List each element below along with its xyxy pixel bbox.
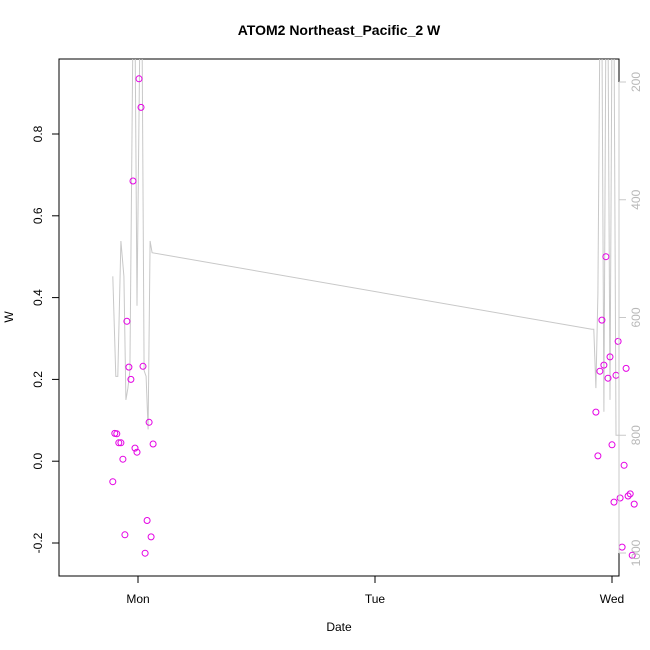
y2-tick-label: 200 <box>629 72 643 92</box>
data-point <box>141 549 149 557</box>
data-point <box>121 531 129 539</box>
data-point <box>616 494 624 502</box>
data-point <box>131 444 139 452</box>
data-point <box>123 317 131 325</box>
data-point <box>614 337 622 345</box>
data-point <box>596 367 604 375</box>
data-point <box>117 439 125 447</box>
y2-tick-label: 1000 <box>629 539 643 566</box>
data-point <box>113 430 121 438</box>
data-point <box>139 362 147 370</box>
data-point <box>127 375 135 383</box>
data-point <box>149 440 157 448</box>
y-tick-label: -0.2 <box>31 532 45 553</box>
data-point <box>594 452 602 460</box>
x-tick-label: Mon <box>126 592 149 606</box>
y2-tick-label: 400 <box>629 189 643 209</box>
data-point <box>125 363 133 371</box>
x-tick-label: Wed <box>600 592 624 606</box>
data-point <box>606 353 614 361</box>
y-axis-right: 200 400 600 800 1000 <box>618 72 643 566</box>
data-point <box>628 551 636 559</box>
data-point <box>598 316 606 324</box>
y-axis-label: W <box>2 311 16 323</box>
y2-tick-label: 800 <box>629 425 643 445</box>
chart-title: ATOM2 Northeast_Pacific_2 W <box>238 22 441 38</box>
points-layer <box>109 75 638 559</box>
y-tick-label: 0.8 <box>31 125 45 142</box>
y2-tick-label: 600 <box>629 307 643 327</box>
y-tick-label: 0.4 <box>31 289 45 306</box>
data-point <box>622 364 630 372</box>
data-point <box>626 490 634 498</box>
y-tick-label: 0.0 <box>31 453 45 470</box>
y-tick-label: 0.2 <box>31 371 45 388</box>
data-point <box>137 103 145 111</box>
data-point <box>604 374 612 382</box>
data-point <box>624 492 632 500</box>
data-point <box>602 253 610 261</box>
x-axis: Mon Tue Wed <box>126 575 624 606</box>
data-point <box>608 441 616 449</box>
x-axis-label: Date <box>326 620 352 634</box>
x-tick-label: Tue <box>365 592 386 606</box>
data-point <box>115 439 123 447</box>
data-point <box>135 75 143 83</box>
data-point <box>610 498 618 506</box>
data-point <box>620 461 628 469</box>
data-point <box>147 533 155 541</box>
data-point <box>618 543 626 551</box>
y-tick-label: 0.6 <box>31 207 45 224</box>
data-point <box>109 478 117 486</box>
depth-line-layer <box>112 59 619 436</box>
data-point <box>133 448 141 456</box>
depth-line <box>112 59 619 436</box>
data-point <box>592 408 600 416</box>
data-point <box>600 361 608 369</box>
data-point <box>143 517 151 524</box>
y-axis-left: -0.2 0.0 0.2 0.4 0.6 0.8 <box>31 125 60 553</box>
data-point <box>630 500 638 508</box>
data-point <box>119 455 127 463</box>
data-point <box>129 177 137 185</box>
data-point <box>145 418 153 426</box>
